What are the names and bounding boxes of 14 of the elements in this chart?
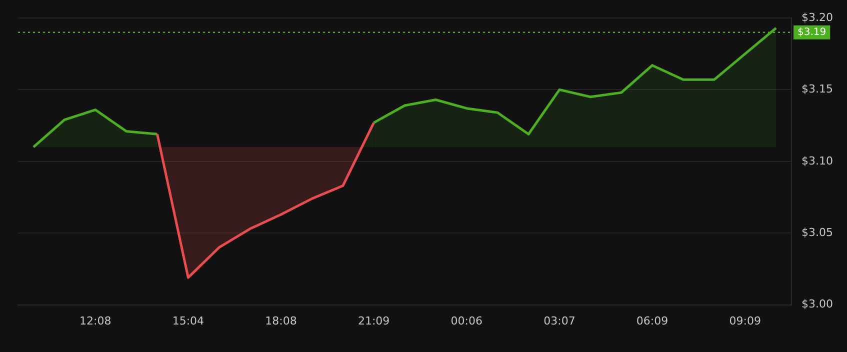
x-tick-label: 21:09 <box>358 314 390 328</box>
ref-line-label: $3.19 <box>798 26 826 38</box>
y-tick-label: $3.00 <box>802 298 834 311</box>
x-tick-label: 12:08 <box>80 314 112 328</box>
x-tick-label: 15:04 <box>172 314 204 328</box>
y-tick-label: $3.20 <box>802 10 834 24</box>
x-tick-label: 03:07 <box>544 314 576 328</box>
x-tick-label: 06:09 <box>636 314 668 328</box>
y-tick-label: $3.10 <box>802 154 834 168</box>
y-tick-label: $3.15 <box>802 82 834 96</box>
x-tick-label: 00:06 <box>450 314 482 328</box>
x-tick-label: 09:09 <box>729 314 761 328</box>
y-tick-label: $3.05 <box>802 226 834 239</box>
x-tick-label: 18:08 <box>265 314 297 328</box>
